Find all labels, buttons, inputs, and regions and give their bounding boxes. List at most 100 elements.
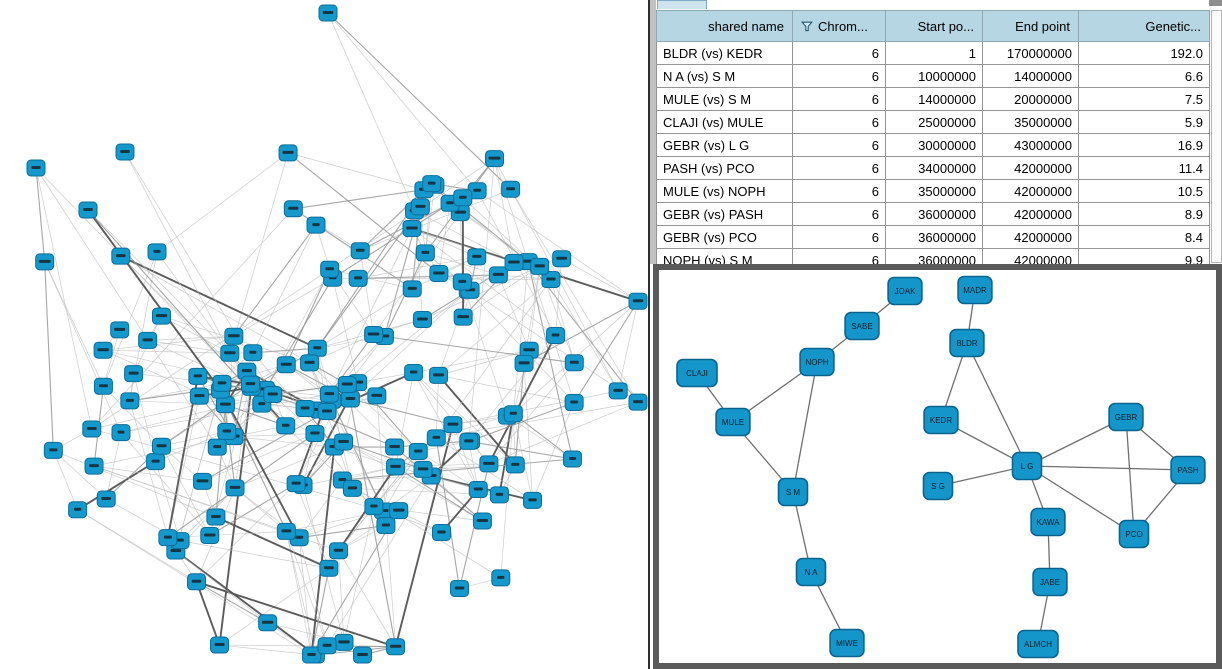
overview-node[interactable]: [320, 260, 340, 278]
overview-node[interactable]: [263, 385, 283, 403]
overview-node[interactable]: [523, 491, 543, 509]
overview-node[interactable]: [564, 394, 584, 412]
overview-node[interactable]: [93, 377, 113, 395]
overview-node[interactable]: [467, 248, 487, 266]
overview-node[interactable]: [276, 522, 296, 540]
overview-node[interactable]: [608, 382, 628, 400]
table-row[interactable]: MULE (vs) NOPH 6 35000000 42000000 10.5: [656, 179, 1210, 203]
overview-node[interactable]: [276, 356, 296, 374]
overview-node[interactable]: [352, 646, 372, 664]
overview-node[interactable]: [453, 308, 473, 326]
table-row[interactable]: PASH (vs) PCO 6 34000000 42000000 11.4: [656, 156, 1210, 180]
overview-node[interactable]: [200, 526, 220, 544]
overview-node[interactable]: [318, 4, 338, 22]
overview-node[interactable]: [138, 331, 158, 349]
overview-node[interactable]: [258, 614, 278, 632]
overview-node[interactable]: [503, 405, 523, 423]
network-edge[interactable]: [1026, 465, 1135, 535]
overview-node[interactable]: [504, 254, 524, 272]
network-edge[interactable]: [966, 342, 1028, 467]
overview-node[interactable]: [348, 269, 368, 287]
overview-node[interactable]: [429, 366, 449, 384]
network-node-l-g[interactable]: L G: [1011, 451, 1043, 481]
overview-node[interactable]: [217, 423, 237, 441]
overview-node[interactable]: [26, 159, 46, 177]
column-header-start-po-[interactable]: Start po...: [885, 10, 983, 42]
overview-node[interactable]: [337, 376, 357, 394]
overview-node[interactable]: [207, 438, 227, 456]
overview-node[interactable]: [82, 420, 102, 438]
overview-node[interactable]: [488, 266, 508, 284]
overview-node[interactable]: [307, 339, 327, 357]
overview-node[interactable]: [243, 344, 263, 362]
overview-node[interactable]: [120, 392, 140, 410]
overview-node[interactable]: [188, 367, 208, 385]
network-node-almch[interactable]: ALMCH: [1017, 629, 1059, 659]
network-node-mule[interactable]: MULE: [715, 407, 751, 437]
overview-node[interactable]: [110, 321, 130, 339]
overview-node[interactable]: [413, 310, 433, 328]
overview-node[interactable]: [340, 390, 360, 408]
network-node-gebr[interactable]: GEBR: [1108, 402, 1144, 432]
overview-node[interactable]: [302, 646, 322, 664]
overview-node[interactable]: [215, 396, 235, 414]
network-edge[interactable]: [792, 361, 818, 493]
network-node-joak[interactable]: JOAK: [887, 276, 923, 306]
overview-node[interactable]: [317, 402, 337, 420]
network-edge[interactable]: [1026, 465, 1189, 471]
overview-node[interactable]: [505, 456, 525, 474]
overview-node[interactable]: [468, 481, 488, 499]
network-node-claji[interactable]: CLAJI: [676, 358, 718, 388]
network-node-s-m[interactable]: S M: [777, 477, 809, 507]
overview-node[interactable]: [479, 455, 499, 473]
overview-node[interactable]: [453, 189, 473, 207]
table-scrollbar[interactable]: [1211, 10, 1222, 263]
overview-node[interactable]: [386, 638, 406, 656]
overview-node[interactable]: [426, 429, 446, 447]
overview-node[interactable]: [546, 326, 566, 344]
overview-node[interactable]: [210, 636, 230, 654]
overview-node[interactable]: [402, 220, 422, 238]
column-header-end-point[interactable]: End point: [982, 10, 1079, 42]
network-node-kedr[interactable]: KEDR: [923, 405, 959, 435]
overview-node[interactable]: [450, 579, 470, 597]
overview-node[interactable]: [472, 512, 492, 530]
overview-node[interactable]: [385, 438, 405, 456]
overview-node[interactable]: [187, 573, 207, 591]
column-header-genetic-[interactable]: Genetic...: [1078, 10, 1210, 42]
overview-node[interactable]: [115, 143, 135, 161]
network-node-miwe[interactable]: MIWE: [829, 628, 865, 658]
overview-node[interactable]: [415, 244, 435, 262]
overview-node[interactable]: [306, 216, 326, 234]
overview-node[interactable]: [189, 387, 209, 405]
overview-node[interactable]: [93, 341, 113, 359]
table-row[interactable]: MULE (vs) S M 6 14000000 20000000 7.5: [656, 87, 1210, 111]
overview-node[interactable]: [389, 502, 409, 520]
overview-node[interactable]: [376, 517, 396, 535]
overview-node[interactable]: [364, 325, 384, 343]
overview-node[interactable]: [152, 437, 172, 455]
overview-node[interactable]: [295, 399, 315, 417]
table-row[interactable]: GEBR (vs) L G 6 30000000 43000000 16.9: [656, 133, 1210, 157]
overview-node[interactable]: [192, 472, 212, 490]
overview-node[interactable]: [96, 490, 116, 508]
overview-node[interactable]: [220, 344, 240, 362]
column-header-chrom-[interactable]: Chrom...: [792, 10, 886, 42]
overview-node[interactable]: [501, 180, 521, 198]
overview-node[interactable]: [35, 253, 55, 271]
overview-node[interactable]: [300, 354, 320, 372]
overview-node[interactable]: [319, 385, 339, 403]
table-tab-fragment[interactable]: [657, 0, 707, 9]
table-row[interactable]: BLDR (vs) KEDR 6 1 170000000 192.0: [656, 41, 1210, 65]
overview-node[interactable]: [43, 441, 63, 459]
network-node-kawa[interactable]: KAWA: [1030, 507, 1066, 537]
overview-node[interactable]: [206, 508, 226, 526]
network-node-noph[interactable]: NOPH: [799, 347, 835, 377]
network-node-pash[interactable]: PASH: [1170, 455, 1206, 485]
overview-node[interactable]: [334, 433, 354, 451]
overview-node[interactable]: [334, 633, 354, 651]
overview-node[interactable]: [422, 175, 442, 193]
overview-node[interactable]: [514, 354, 534, 372]
network-node-n-a[interactable]: N A: [795, 557, 827, 587]
overview-node[interactable]: [431, 524, 451, 542]
